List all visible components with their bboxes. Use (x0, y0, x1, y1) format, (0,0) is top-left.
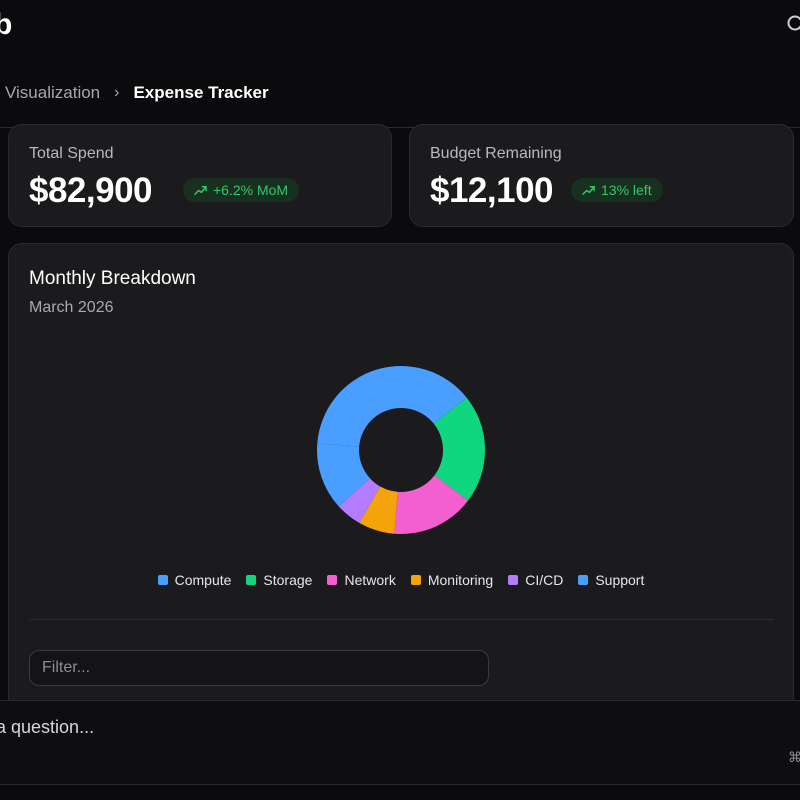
legend-item-compute[interactable]: Compute (157, 572, 232, 588)
total-spend-badge: +6.2% MoM (183, 178, 300, 202)
legend-swatch (157, 575, 168, 585)
legend-swatch (327, 575, 338, 585)
breadcrumb-parent[interactable]: Visualization (5, 82, 101, 102)
donut-slice-network[interactable] (394, 475, 469, 534)
legend-item-storage[interactable]: Storage (246, 572, 312, 588)
donut-slice-monitoring[interactable] (359, 486, 398, 534)
legend-swatch (410, 575, 421, 585)
legend-label: Network (344, 572, 396, 588)
donut-slice-support[interactable] (317, 443, 370, 507)
budget-remaining-card: Budget Remaining $12,100 13% left (409, 124, 794, 227)
donut-chart (317, 366, 485, 534)
legend-label: Storage (263, 572, 313, 588)
total-spend-value: $82,900 (29, 171, 153, 210)
legend-label: Support (595, 572, 645, 588)
breadcrumb-current: Expense Tracker (133, 82, 269, 102)
donut-slice-storage[interactable] (433, 397, 485, 501)
budget-remaining-badge-text: 13% left (601, 182, 652, 198)
ask-input-placeholder[interactable]: a question... (0, 717, 95, 737)
breakdown-title: Monthly Breakdown (29, 268, 196, 289)
legend-item-support[interactable]: Support (578, 572, 644, 588)
legend-item-monitoring[interactable]: Monitoring (410, 572, 494, 588)
legend-label: Monitoring (427, 572, 494, 588)
trending-up-icon (582, 185, 595, 195)
chart-legend: Compute Storage Network Monitoring CI/CD Supp… (9, 572, 793, 588)
budget-remaining-label: Budget Remaining (430, 145, 562, 162)
donut-slice-ci-cd[interactable] (338, 478, 381, 523)
legend-item-network[interactable]: Network (327, 572, 396, 588)
header-divider (0, 127, 800, 128)
ask-bar[interactable]: a question... ⌘ (0, 700, 800, 785)
legend-swatch (246, 575, 257, 585)
breakdown-divider (29, 619, 774, 620)
legend-label: CI/CD (525, 572, 564, 588)
filter-input[interactable] (29, 650, 489, 686)
legend-label: Compute (174, 572, 232, 588)
total-spend-badge-text: +6.2% MoM (213, 182, 289, 198)
total-spend-card: Total Spend $82,900 +6.2% MoM (8, 124, 392, 227)
budget-remaining-value: $12,100 (430, 171, 554, 210)
breadcrumb: Visualization › Expense Tracker (0, 70, 800, 115)
search-icon[interactable] (786, 14, 800, 34)
trending-up-icon (194, 185, 207, 195)
command-shortcut-hint: ⌘ (788, 749, 800, 765)
breadcrumb-separator: › (114, 83, 120, 101)
monthly-breakdown-card: Monthly Breakdown March 2026 Compute Stor… (8, 243, 794, 725)
legend-swatch (508, 575, 519, 585)
breakdown-subtitle: March 2026 (29, 299, 114, 316)
app-logo[interactable]: b (0, 8, 12, 41)
top-bar: b (0, 0, 800, 55)
legend-swatch (578, 575, 589, 585)
total-spend-label: Total Spend (29, 145, 114, 162)
budget-remaining-badge: 13% left (571, 178, 663, 202)
donut-slice-compute[interactable] (317, 366, 467, 447)
legend-item-ci-cd[interactable]: CI/CD (508, 572, 563, 588)
